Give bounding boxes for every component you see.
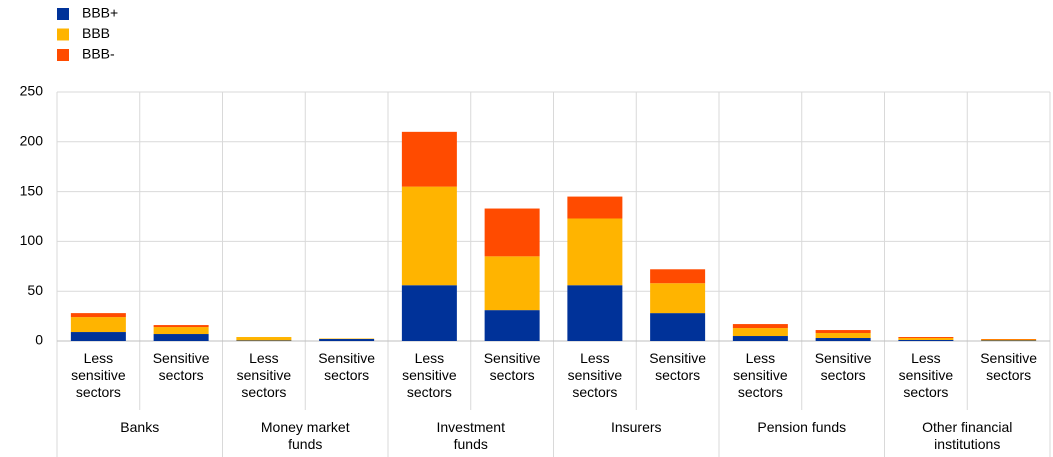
bar-segment xyxy=(236,337,292,341)
x-tick-label: Sensitive sectors xyxy=(649,350,707,383)
legend-swatch xyxy=(57,28,69,41)
bar-segment xyxy=(153,325,209,328)
bar-segment xyxy=(70,332,126,341)
bar-segment xyxy=(815,330,871,334)
group-label: Pension funds xyxy=(757,419,847,435)
group-label: Other financial institutions xyxy=(922,419,1013,452)
legend-label: BBB- xyxy=(82,46,115,62)
legend-swatch xyxy=(57,49,69,61)
bar-segment xyxy=(70,317,126,333)
group-label: Insurers xyxy=(610,419,662,435)
bar-segment xyxy=(650,313,706,341)
group-label: Banks xyxy=(120,419,160,435)
bar-segment xyxy=(650,283,706,314)
y-tick-label: 200 xyxy=(20,133,44,149)
y-tick-label: 0 xyxy=(35,332,43,348)
x-tick-label: Less sensitive sectors xyxy=(567,350,623,400)
bar-segment xyxy=(650,269,706,284)
bar-segment xyxy=(319,339,375,341)
bar-segment xyxy=(401,186,457,286)
y-tick-label: 50 xyxy=(27,282,43,298)
legend-label: BBB+ xyxy=(82,5,118,21)
x-tick-label: Sensitive sectors xyxy=(980,350,1038,383)
bar-segment xyxy=(484,310,540,341)
x-tick-label: Sensitive sectors xyxy=(483,350,541,383)
bar-segment xyxy=(898,337,954,339)
bar-segment xyxy=(484,256,540,311)
x-tick-label: Sensitive sectors xyxy=(814,350,872,383)
bar-segment xyxy=(732,328,788,337)
x-tick-label: Less sensitive sectors xyxy=(733,350,788,400)
bar-segment xyxy=(981,339,1037,341)
bar-segment xyxy=(898,340,954,341)
bar-segment xyxy=(815,333,871,339)
legend-label: BBB xyxy=(82,25,110,41)
x-tick-label: Less sensitive sectors xyxy=(898,350,954,400)
bar-segment xyxy=(732,336,788,341)
bar-segment xyxy=(567,196,623,219)
bar-segment xyxy=(567,218,623,286)
group-label: Money market funds xyxy=(260,419,350,452)
x-tick-label: Sensitive sectors xyxy=(152,350,210,383)
bar-segment xyxy=(153,334,209,341)
bar-segment xyxy=(401,131,457,187)
y-tick-label: 250 xyxy=(20,83,44,99)
x-tick-label: Less sensitive sectors xyxy=(402,350,457,400)
bar-segment xyxy=(898,338,954,341)
bar-segment xyxy=(401,285,457,341)
y-tick-label: 100 xyxy=(20,232,44,248)
legend-swatch xyxy=(57,8,69,20)
bar-segment xyxy=(815,338,871,341)
bar-segment xyxy=(153,327,209,335)
x-tick-label: Less sensitive sectors xyxy=(236,350,292,400)
bar-segment xyxy=(70,313,126,318)
bar-segment xyxy=(732,324,788,329)
group-label: Investment funds xyxy=(436,419,505,452)
bar-segment xyxy=(567,285,623,341)
y-tick-label: 150 xyxy=(20,182,44,198)
x-tick-label: Less sensitive sectors xyxy=(71,350,126,400)
x-tick-label: Sensitive sectors xyxy=(318,350,376,383)
bar-segment xyxy=(484,208,540,257)
